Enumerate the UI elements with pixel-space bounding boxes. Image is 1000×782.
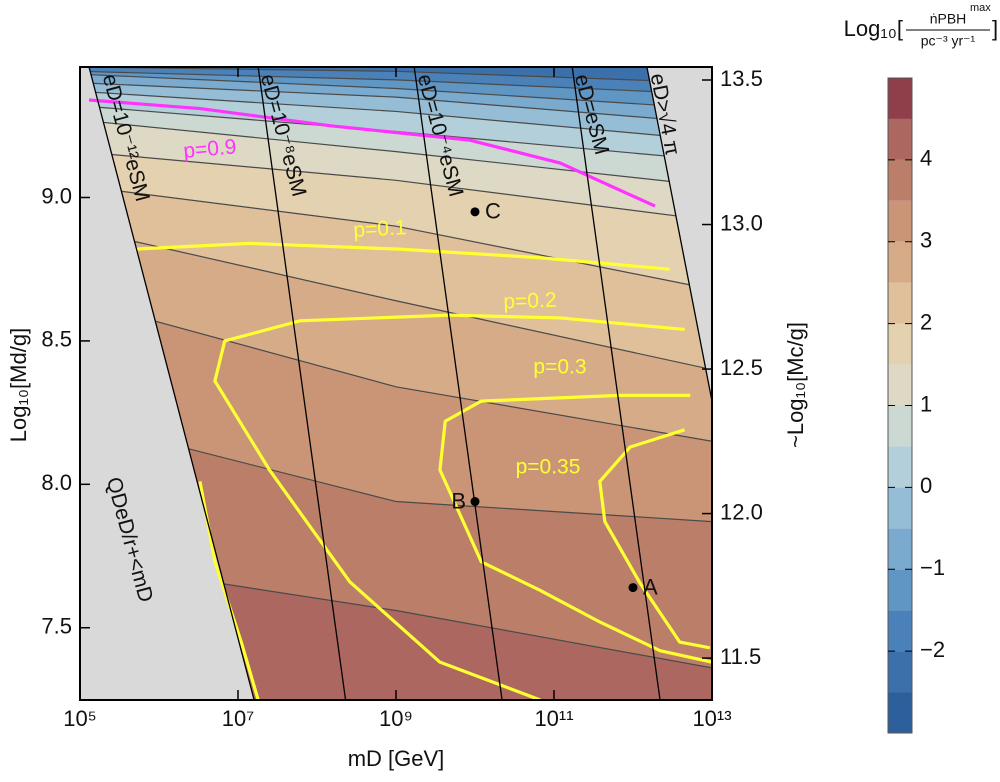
colorbar-band bbox=[888, 118, 912, 160]
point-label: C bbox=[485, 199, 501, 224]
colorbar-tick-label: 3 bbox=[920, 228, 932, 253]
colorbar-tick-label: 2 bbox=[920, 309, 932, 334]
contour-line bbox=[80, 70, 712, 95]
colorbar-tick-label: 0 bbox=[920, 473, 932, 498]
colorbar-band bbox=[888, 569, 912, 611]
contour-label: p=0.9 bbox=[182, 135, 237, 163]
y-tick-label: 8.0 bbox=[41, 470, 72, 495]
contour-line bbox=[80, 185, 712, 290]
colorbar-tick-label: 1 bbox=[920, 391, 932, 416]
y2-axis-label: ~Log₁₀[Mc/g] bbox=[783, 322, 808, 448]
point bbox=[470, 497, 480, 507]
probability-contour bbox=[438, 393, 712, 664]
x-axis-label: mD [GeV] bbox=[348, 746, 445, 771]
colorbar-band bbox=[888, 200, 912, 242]
contour-line bbox=[80, 119, 712, 187]
excluded-region bbox=[646, 67, 712, 700]
x-tick-label: 10⁵ bbox=[63, 706, 97, 731]
colorbar-title: ṅPBH bbox=[930, 11, 967, 27]
colorbar-tick-label: −1 bbox=[920, 555, 945, 580]
constraint-line bbox=[88, 67, 255, 700]
constraint-line bbox=[413, 67, 503, 700]
constraint-line bbox=[257, 67, 347, 700]
probability-contour bbox=[213, 313, 685, 700]
x-tick-label: 10¹¹ bbox=[534, 706, 573, 731]
contour-line bbox=[80, 228, 712, 371]
colorbar-band bbox=[888, 528, 912, 570]
colorbar-title: max bbox=[970, 2, 991, 14]
colorbar-band bbox=[888, 282, 912, 324]
contour-line bbox=[80, 82, 712, 124]
y-tick-label: 8.5 bbox=[41, 327, 72, 352]
colorbar-band bbox=[888, 651, 912, 693]
probability-contour bbox=[598, 428, 711, 650]
y2-tick-label: 12.0 bbox=[720, 499, 763, 524]
y2-tick-label: 12.5 bbox=[720, 355, 763, 380]
constraint-line bbox=[646, 67, 712, 402]
colorbar-title: ] bbox=[992, 16, 998, 41]
colorbar-band bbox=[888, 364, 912, 406]
plot-area bbox=[80, 67, 712, 700]
x-tick-label: 10⁹ bbox=[379, 706, 413, 731]
contour-line bbox=[80, 73, 712, 110]
contour-label: p=0.35 bbox=[516, 456, 581, 479]
colorbar-title: pc⁻³ yr⁻¹ bbox=[921, 33, 976, 49]
contour-line bbox=[80, 300, 712, 442]
x-tick-label: 10⁷ bbox=[222, 706, 254, 731]
colorbar-band bbox=[888, 446, 912, 488]
constraint-line bbox=[571, 67, 661, 700]
point bbox=[470, 207, 480, 217]
x-tick-label: 10¹³ bbox=[692, 706, 731, 731]
colorbar-band bbox=[888, 323, 912, 365]
contour-label: p=0.2 bbox=[503, 289, 557, 314]
colorbar-tick-label: −2 bbox=[920, 637, 945, 662]
contour-line bbox=[80, 90, 712, 141]
probability-contour bbox=[88, 98, 656, 208]
colorbar-band bbox=[888, 159, 912, 201]
colorbar-tick-label: 4 bbox=[920, 146, 932, 171]
y-axis-label: Log₁₀[Md/g] bbox=[6, 328, 31, 442]
colorbar-title: Log₁₀[ bbox=[844, 16, 903, 41]
colorbar-band bbox=[888, 610, 912, 652]
y-tick-label: 9.0 bbox=[41, 183, 72, 208]
y2-tick-label: 13.5 bbox=[720, 66, 763, 91]
point-label: B bbox=[451, 488, 466, 513]
contour-label: p=0.3 bbox=[533, 356, 586, 379]
y2-tick-label: 11.5 bbox=[720, 644, 761, 669]
colorbar-band bbox=[888, 405, 912, 447]
y2-tick-label: 13.0 bbox=[720, 210, 763, 235]
contour-line bbox=[80, 151, 712, 222]
point-label: A bbox=[643, 574, 658, 599]
colorbar-band bbox=[888, 78, 912, 119]
colorbar-band bbox=[888, 487, 912, 529]
colorbar-band bbox=[888, 692, 912, 733]
y-tick-label: 7.5 bbox=[41, 614, 72, 639]
contour-label: p=0.1 bbox=[353, 216, 407, 242]
point bbox=[628, 583, 638, 593]
colorbar-band bbox=[888, 241, 912, 283]
